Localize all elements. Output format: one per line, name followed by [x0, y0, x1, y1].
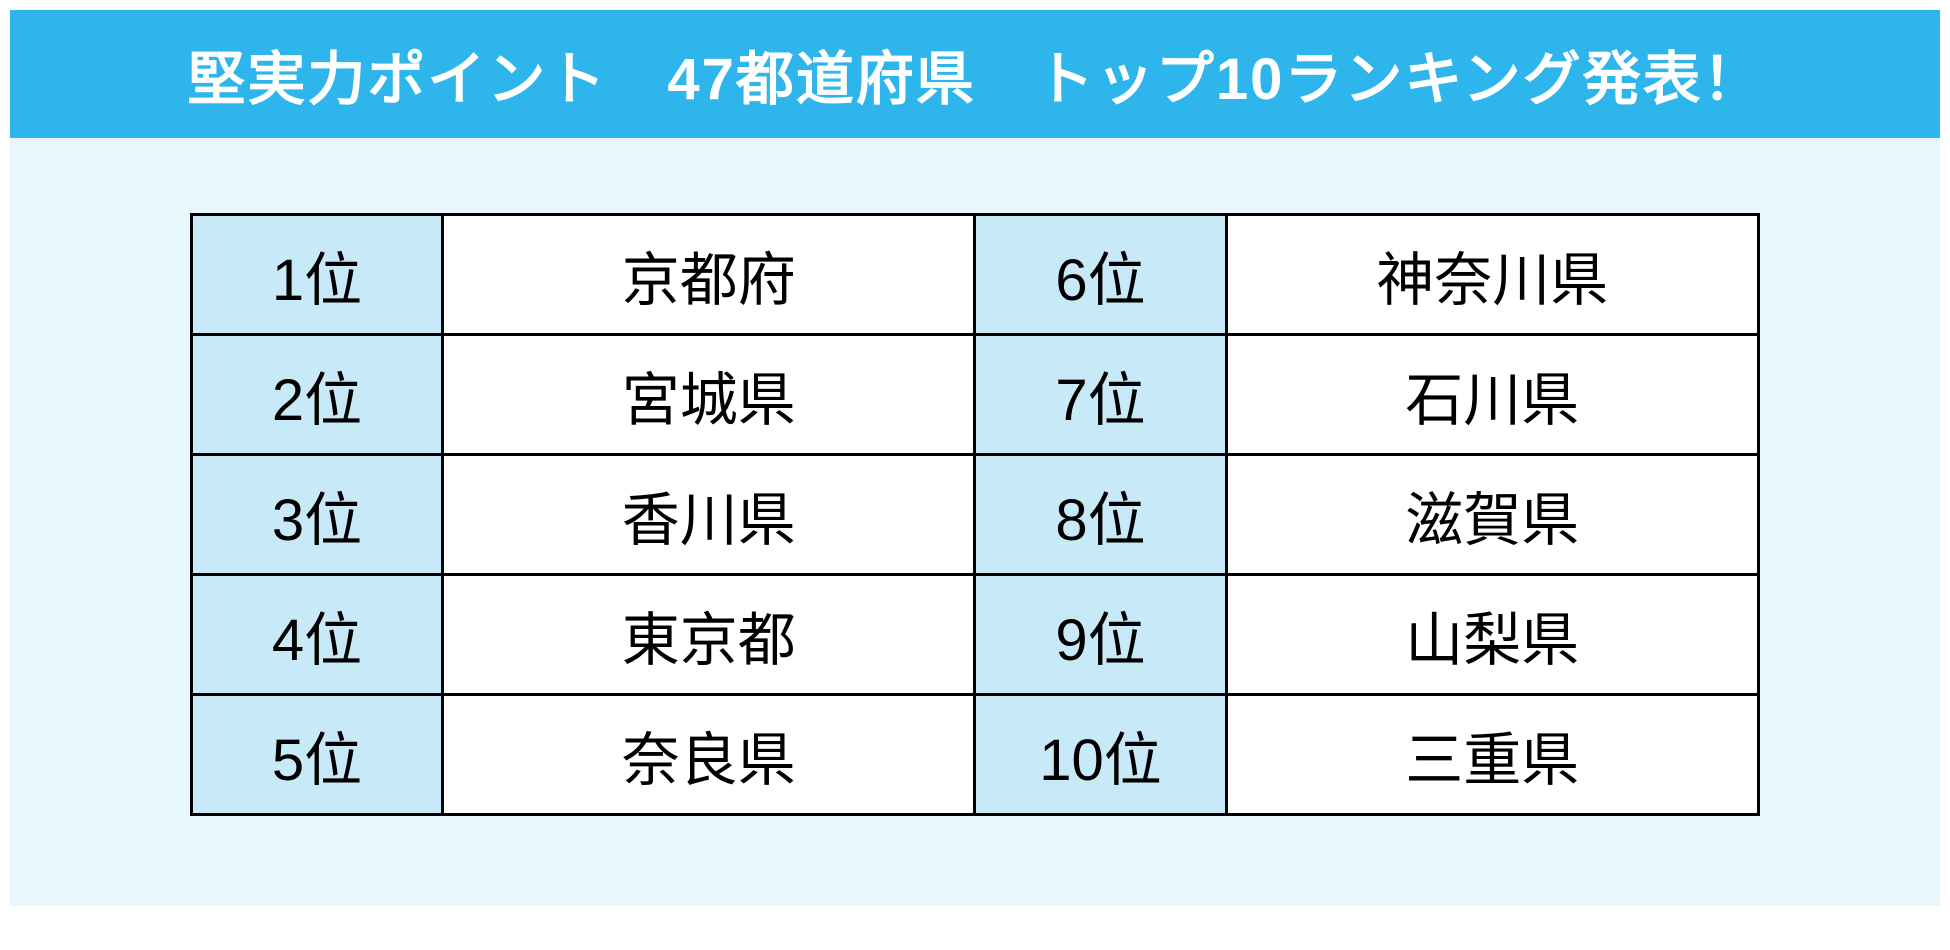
name-cell: 香川県: [443, 455, 975, 575]
name-cell: 三重県: [1226, 695, 1758, 815]
rank-cell: 2位: [192, 335, 443, 455]
name-cell: 宮城県: [443, 335, 975, 455]
rank-cell: 7位: [975, 335, 1226, 455]
rank-cell: 9位: [975, 575, 1226, 695]
table-row: 3位 香川県 8位 滋賀県: [192, 455, 1759, 575]
name-cell: 奈良県: [443, 695, 975, 815]
rank-cell: 3位: [192, 455, 443, 575]
rank-cell: 6位: [975, 215, 1226, 335]
name-cell: 石川県: [1226, 335, 1758, 455]
ranking-table-body: 1位 京都府 6位 神奈川県 2位 宮城県 7位 石川県 3位 香川県 8位 滋…: [192, 215, 1759, 815]
rank-cell: 1位: [192, 215, 443, 335]
name-cell: 神奈川県: [1226, 215, 1758, 335]
table-row: 2位 宮城県 7位 石川県: [192, 335, 1759, 455]
ranking-table: 1位 京都府 6位 神奈川県 2位 宮城県 7位 石川県 3位 香川県 8位 滋…: [190, 213, 1760, 816]
name-cell: 京都府: [443, 215, 975, 335]
table-row: 4位 東京都 9位 山梨県: [192, 575, 1759, 695]
name-cell: 滋賀県: [1226, 455, 1758, 575]
name-cell: 山梨県: [1226, 575, 1758, 695]
rank-cell: 10位: [975, 695, 1226, 815]
header-banner: 堅実力ポイント 47都道府県 トップ10ランキング発表！: [10, 10, 1940, 138]
content-area: 1位 京都府 6位 神奈川県 2位 宮城県 7位 石川県 3位 香川県 8位 滋…: [10, 138, 1940, 906]
rank-cell: 5位: [192, 695, 443, 815]
name-cell: 東京都: [443, 575, 975, 695]
rank-cell: 8位: [975, 455, 1226, 575]
rank-cell: 4位: [192, 575, 443, 695]
table-row: 1位 京都府 6位 神奈川県: [192, 215, 1759, 335]
table-row: 5位 奈良県 10位 三重県: [192, 695, 1759, 815]
